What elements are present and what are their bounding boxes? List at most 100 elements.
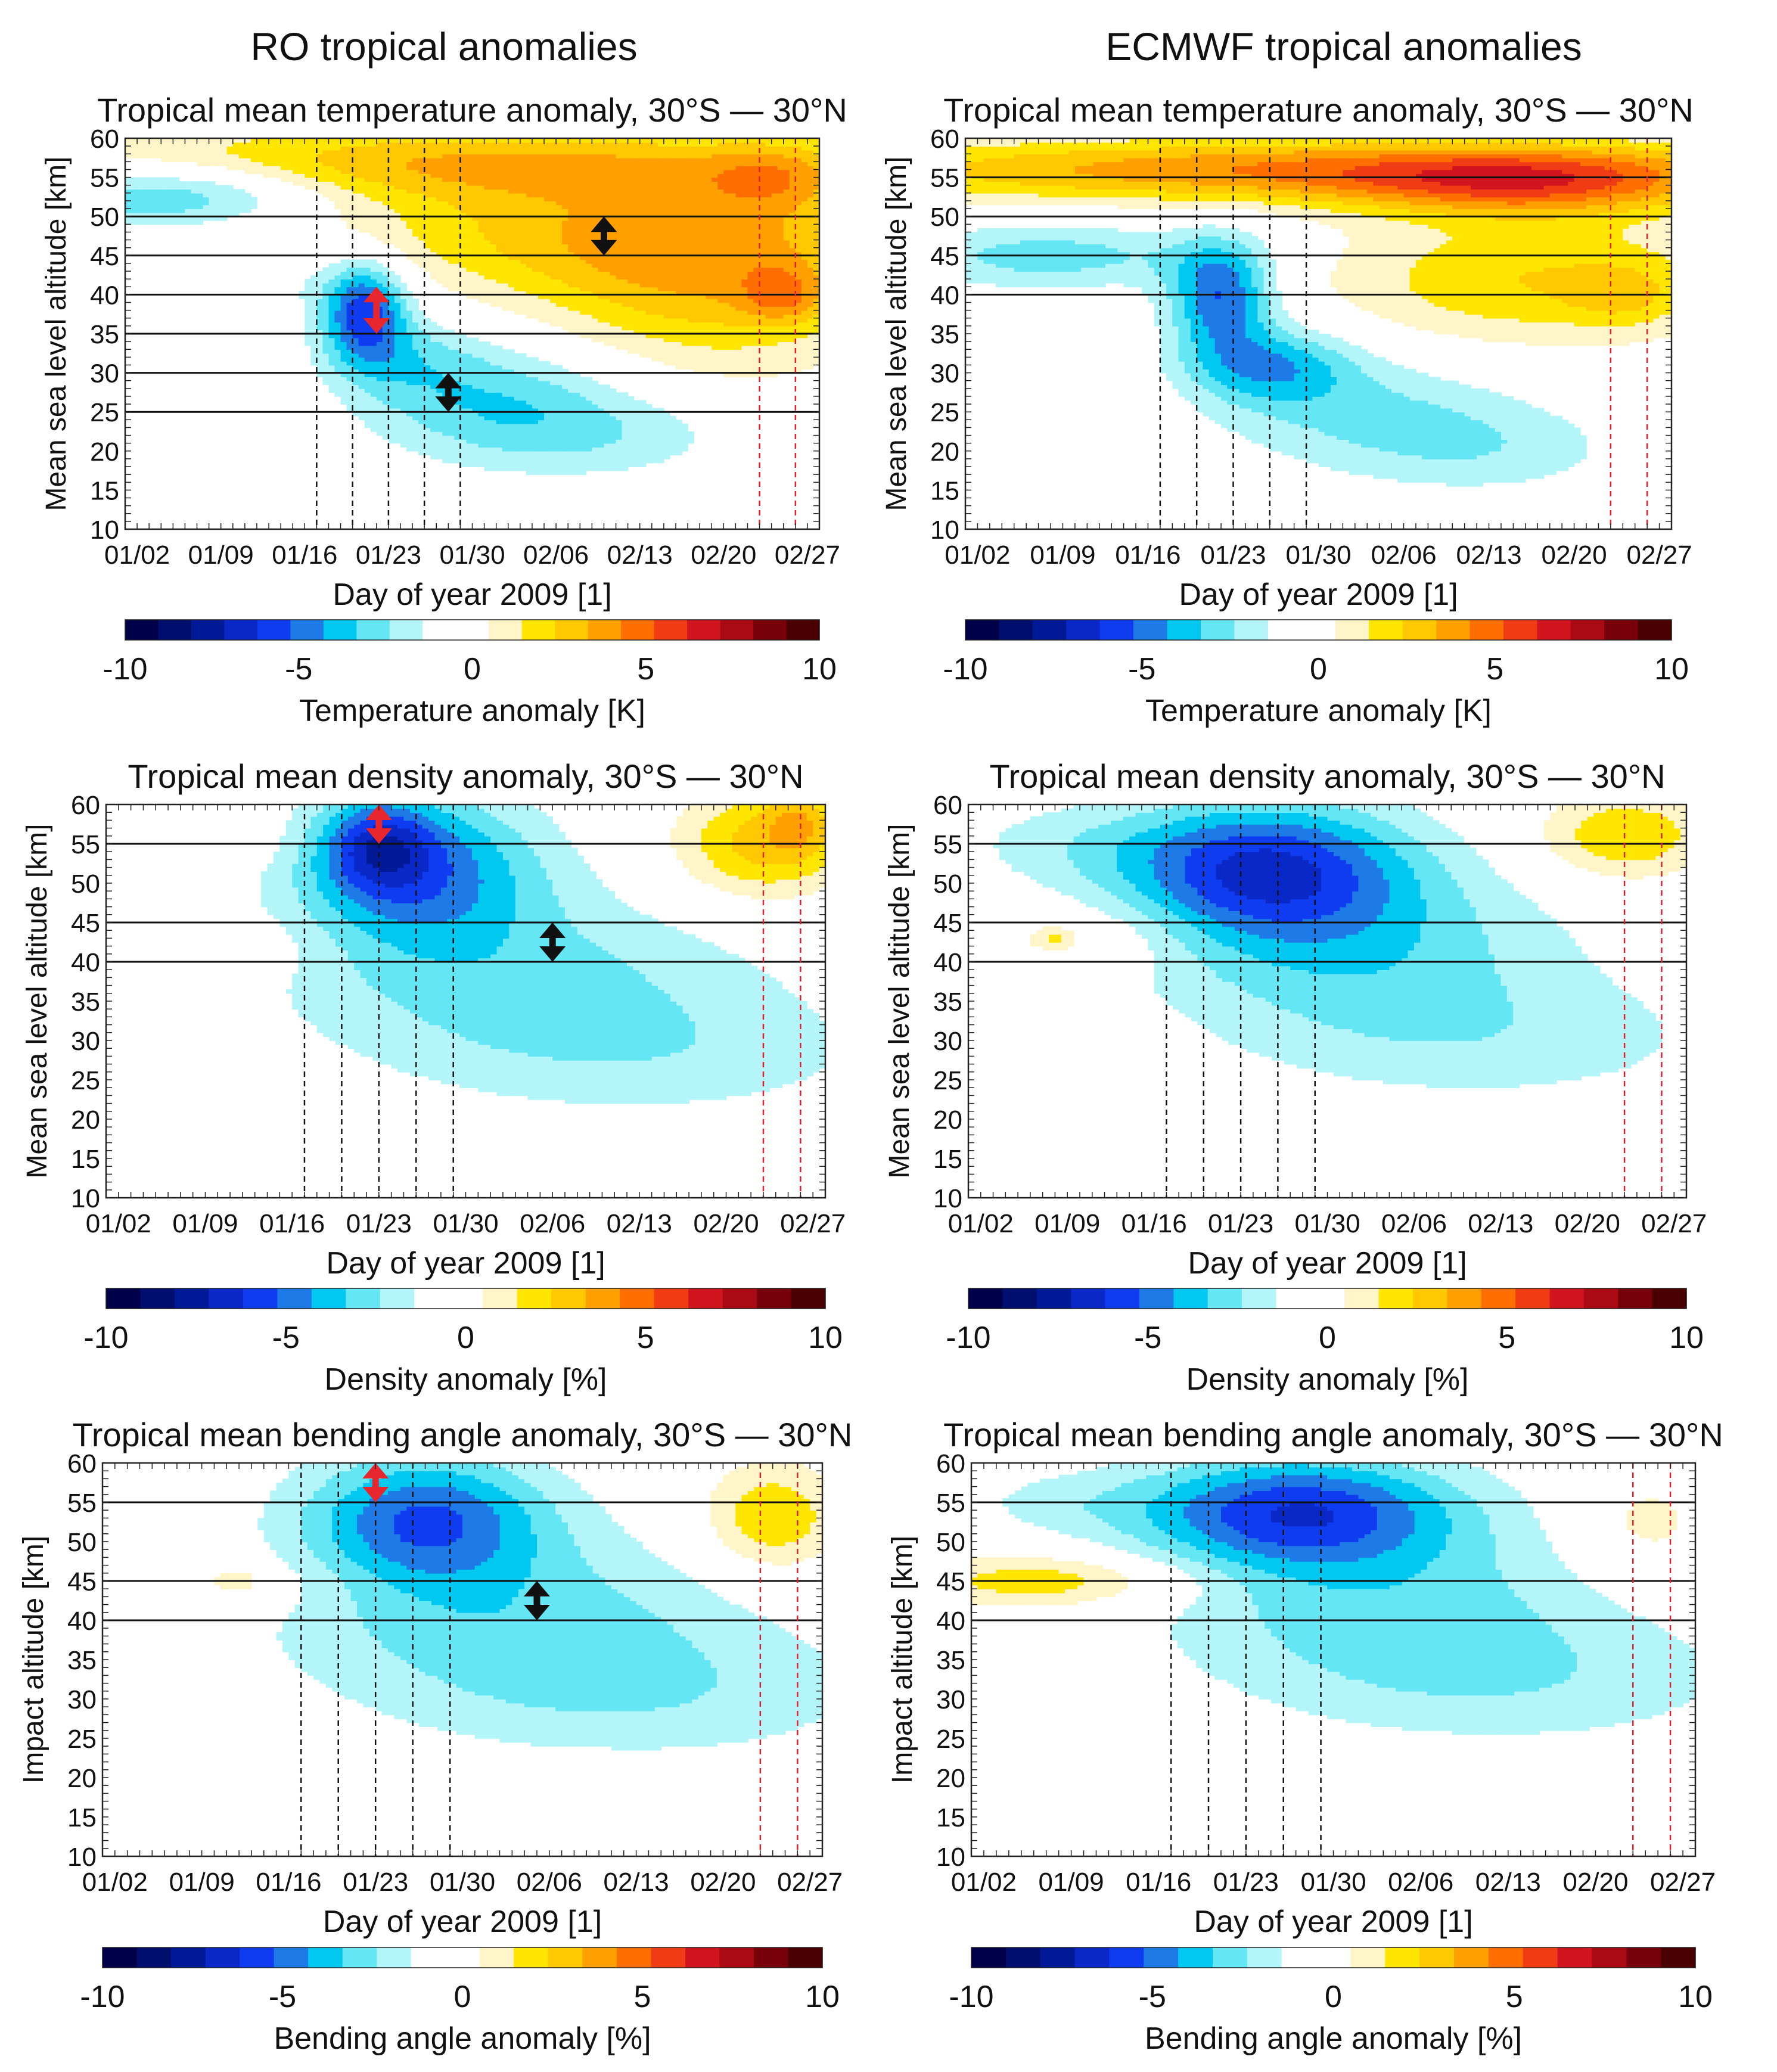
heatmap-cell — [359, 185, 365, 190]
heatmap-cell — [484, 424, 491, 428]
heatmap-cell — [490, 443, 497, 448]
heatmap-cell — [598, 283, 604, 287]
heatmap-cell — [646, 303, 653, 307]
heatmap-cell — [568, 271, 574, 275]
heatmap-cell — [646, 447, 653, 451]
heatmap-cell — [610, 185, 617, 190]
heatmap-cell — [389, 353, 395, 358]
heatmap-cell — [670, 279, 676, 283]
heatmap-cell — [490, 365, 497, 369]
heatmap-cell — [436, 392, 443, 396]
heatmap-cell — [622, 420, 629, 424]
heatmap-cell — [544, 268, 551, 272]
heatmap-cell — [430, 173, 437, 178]
heatmap-cell — [448, 436, 455, 440]
heatmap-cell — [400, 427, 407, 431]
heatmap-cell — [406, 349, 413, 353]
heatmap-cell — [628, 166, 635, 170]
heatmap-cell — [400, 361, 407, 365]
heatmap-cell — [436, 443, 443, 448]
heatmap-cell — [676, 341, 682, 346]
heatmap-cell — [634, 259, 641, 263]
heatmap-cell — [389, 439, 395, 443]
heatmap-cell — [520, 201, 527, 205]
heatmap-cell — [502, 220, 509, 225]
heatmap-cell — [496, 263, 503, 268]
heatmap-cell — [227, 166, 234, 170]
heatmap-cell — [670, 158, 676, 162]
heatmap-cell — [562, 170, 568, 174]
heatmap-cell — [287, 161, 293, 166]
heatmap-cell — [185, 220, 191, 225]
heatmap-cell — [496, 173, 503, 178]
heatmap-cell — [604, 447, 610, 451]
heatmap-cell — [598, 197, 604, 201]
heatmap-cell — [149, 150, 156, 154]
heatmap-cell — [496, 463, 503, 467]
heatmap-cell — [131, 189, 138, 193]
heatmap-cell — [490, 455, 497, 459]
heatmap-cell — [341, 381, 347, 385]
heatmap-cell — [436, 404, 443, 408]
heatmap-cell — [538, 467, 545, 471]
heatmap-cell — [460, 142, 467, 147]
heatmap-cell — [400, 189, 407, 193]
heatmap-cell — [652, 173, 658, 178]
heatmap-cell — [203, 189, 210, 193]
heatmap-cell — [610, 463, 617, 467]
heatmap-cell — [359, 303, 365, 307]
heatmap-cell — [628, 455, 635, 459]
heatmap-cell — [532, 389, 539, 393]
heatmap-cell — [479, 259, 485, 263]
heatmap-cell — [670, 447, 676, 451]
heatmap-cell — [400, 431, 407, 436]
heatmap-cell — [574, 279, 580, 283]
heatmap-cell — [149, 146, 156, 150]
heatmap-cell — [592, 396, 598, 400]
heatmap-cell — [473, 228, 479, 232]
heatmap-cell — [514, 220, 521, 225]
heatmap-cell — [616, 201, 623, 205]
heatmap-cell — [496, 240, 503, 244]
heatmap-cell — [305, 326, 311, 330]
heatmap-cell — [502, 201, 509, 205]
heatmap-cell — [526, 275, 533, 279]
heatmap-cell — [305, 322, 311, 326]
heatmap-cell — [676, 146, 682, 150]
heatmap-cell — [365, 310, 371, 315]
heatmap-cell — [173, 154, 179, 158]
heatmap-cell — [520, 224, 527, 228]
heatmap-cell — [520, 232, 527, 236]
heatmap-cell — [556, 400, 563, 405]
heatmap-cell — [329, 170, 335, 174]
heatmap-cell — [389, 341, 395, 346]
heatmap-cell — [610, 451, 617, 455]
heatmap-cell — [598, 392, 604, 396]
heatmap-cell — [640, 197, 647, 201]
heatmap-cell — [203, 150, 210, 154]
heatmap-cell — [209, 181, 216, 185]
heatmap-cell — [394, 185, 401, 190]
heatmap-cell — [574, 389, 580, 393]
heatmap-cell — [658, 455, 664, 459]
heatmap-cell — [329, 341, 335, 346]
heatmap-cell — [365, 142, 371, 147]
heatmap-cell — [670, 240, 676, 244]
heatmap-cell — [460, 279, 467, 283]
heatmap-cell — [640, 439, 647, 443]
heatmap-cell — [436, 349, 443, 353]
heatmap-cell — [658, 346, 664, 350]
heatmap-cell — [604, 326, 610, 330]
heatmap-cell — [592, 463, 598, 467]
heatmap-cell — [496, 389, 503, 393]
heatmap-cell — [239, 205, 246, 209]
heatmap-cell — [335, 299, 341, 303]
heatmap-cell — [628, 271, 635, 275]
heatmap-cell — [400, 314, 407, 318]
heatmap-cell — [514, 459, 521, 463]
heatmap-cell — [430, 268, 437, 272]
heatmap-cell — [424, 263, 431, 268]
heatmap-cell — [604, 463, 610, 467]
heatmap-cell — [526, 416, 533, 420]
heatmap-cell — [442, 209, 449, 213]
